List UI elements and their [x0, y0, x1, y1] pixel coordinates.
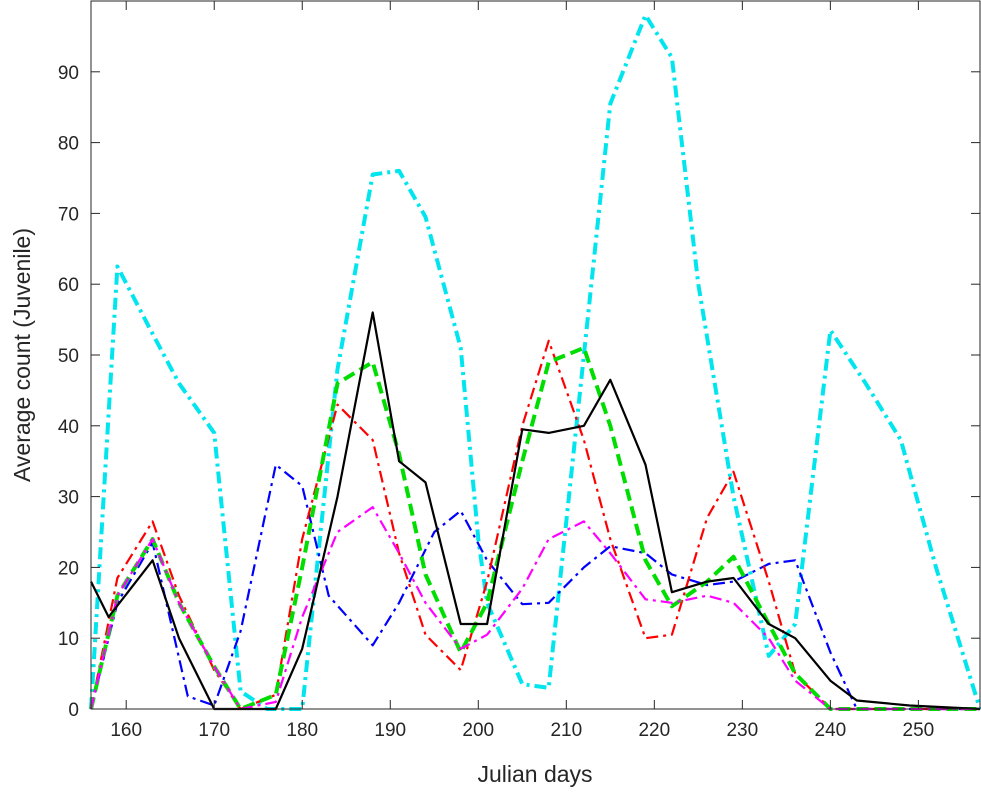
y-tick-label: 40 — [58, 417, 79, 438]
x-axis-title: Julian days — [477, 761, 592, 787]
x-tick-label: 160 — [110, 720, 142, 741]
y-tick-label: 50 — [58, 346, 79, 367]
ticks-layer: 160 170 180 190 200 210 220 230 240 250 0 10 20 30 40 5… — [58, 1, 980, 741]
x-tick-label: 240 — [815, 720, 847, 741]
x-tick-label: 230 — [726, 720, 758, 741]
x-tick-label: 200 — [462, 720, 494, 741]
y-tick-label: 90 — [58, 63, 79, 84]
y-tick-label: 60 — [58, 275, 79, 296]
x-tick-label: 250 — [903, 720, 935, 741]
y-axis-title: Average count (Juvenile) — [9, 228, 35, 482]
x-tick-label: 180 — [286, 720, 318, 741]
y-tick-label: 10 — [58, 629, 79, 650]
x-tick-label: 190 — [374, 720, 406, 741]
x-tick-label: 170 — [198, 720, 230, 741]
series-line-5 — [89, 506, 980, 711]
y-tick-label: 80 — [58, 134, 79, 155]
x-tick-label: 220 — [638, 720, 670, 741]
x-tick-label: 210 — [550, 720, 582, 741]
y-tick-label: 70 — [58, 204, 79, 225]
y-tick-label: 0 — [68, 700, 79, 721]
series-layer — [89, 13, 981, 711]
y-tick-label: 30 — [58, 488, 79, 509]
y-tick-label: 20 — [58, 558, 79, 579]
plot-area — [91, 1, 980, 709]
